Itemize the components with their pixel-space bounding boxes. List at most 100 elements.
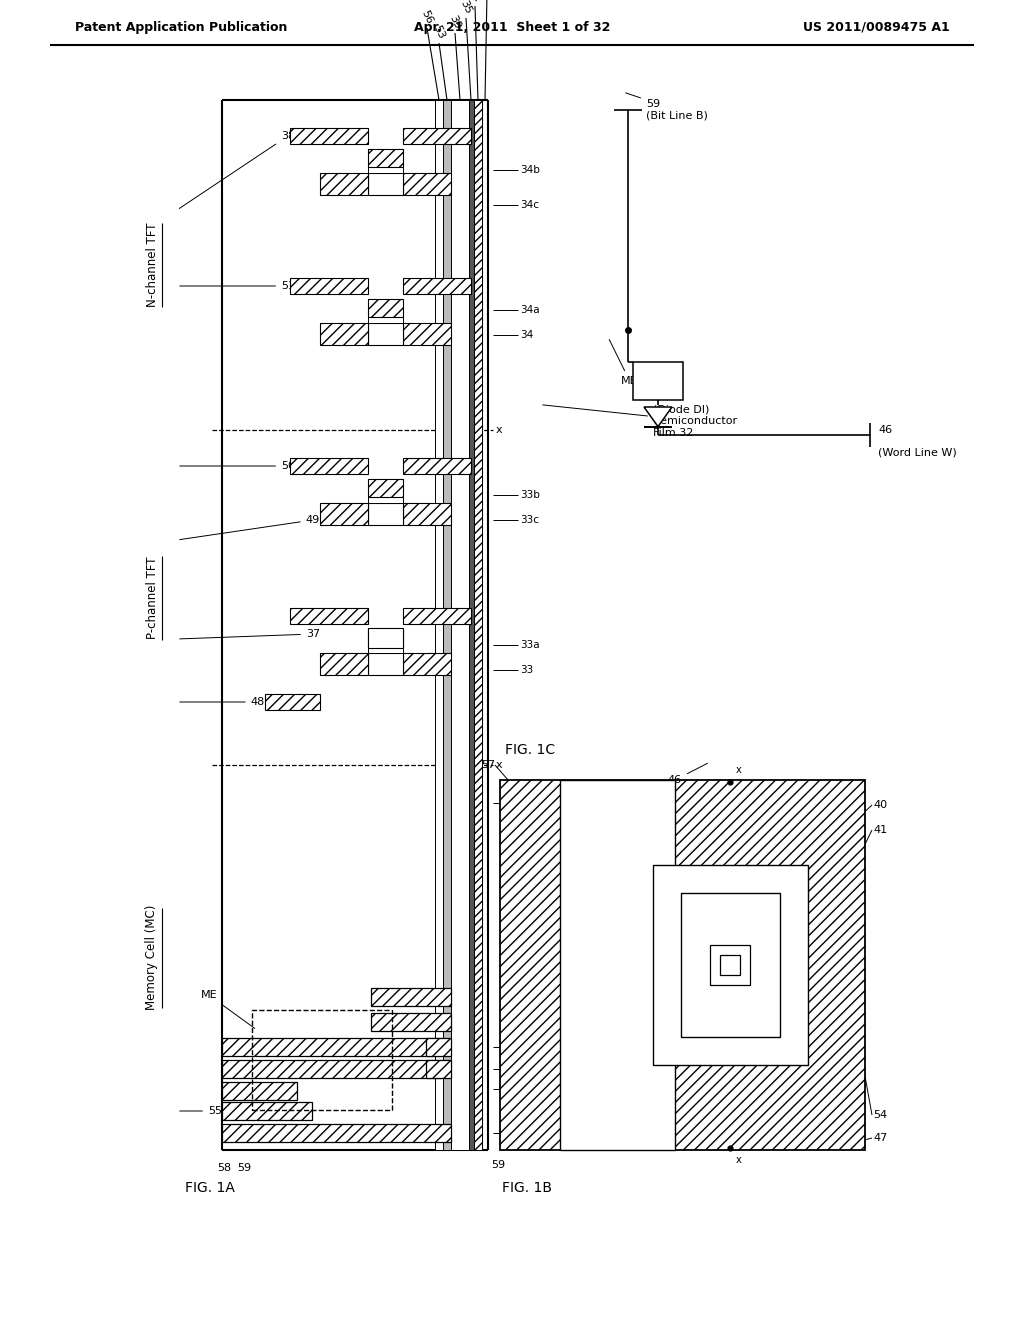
Bar [222,1102,312,1119]
Bar [371,1012,451,1031]
Text: 59: 59 [490,1160,505,1170]
Text: 33: 33 [520,665,534,675]
Bar [290,128,368,144]
Bar [368,479,403,498]
Bar [403,503,451,525]
Bar [403,128,471,144]
Bar [368,498,403,503]
Text: 33c: 33c [520,515,539,525]
Bar [403,458,471,474]
Bar [265,694,319,710]
Bar [560,780,675,1150]
Text: 48: 48 [180,697,265,708]
Bar [222,1060,441,1078]
Text: 53: 53 [431,24,446,41]
Text: (Word Line W): (Word Line W) [878,447,956,458]
Bar [368,647,403,653]
Bar [435,100,443,1150]
Text: Memory Cell (MC): Memory Cell (MC) [145,904,159,1010]
Bar [403,653,451,675]
Text: FIG. 1A: FIG. 1A [185,1181,234,1195]
Bar [222,1038,441,1056]
Bar [403,279,471,294]
Text: 34b: 34b [520,165,540,176]
Text: 34c: 34c [520,201,539,210]
Text: 41: 41 [873,825,887,836]
Bar [633,362,683,400]
Text: 56: 56 [420,9,434,26]
Bar [290,609,368,624]
Text: 51: 51 [180,281,295,290]
Text: 50: 50 [180,461,295,471]
Text: x: x [496,425,503,436]
Bar [474,100,482,1150]
Bar [710,945,750,985]
Bar [252,1010,392,1110]
Text: x: x [736,766,741,775]
Text: 35: 35 [459,0,473,16]
Text: US 2011/0089475 A1: US 2011/0089475 A1 [803,21,950,33]
Bar [319,173,368,195]
Text: 33b: 33b [520,490,540,500]
Text: x: x [736,1155,741,1166]
Text: 31: 31 [468,0,482,4]
Text: 32: 32 [520,1084,534,1094]
Bar [371,987,451,1006]
Text: FIG. 1C: FIG. 1C [505,743,555,756]
Bar [222,1125,451,1142]
Text: 46: 46 [520,799,534,808]
Bar [426,1060,451,1078]
Text: Apr. 21, 2011  Sheet 1 of 32: Apr. 21, 2011 Sheet 1 of 32 [414,21,610,33]
Bar [368,653,403,675]
Bar [319,653,368,675]
Bar [368,149,403,168]
Text: 59
(Bit Line B): 59 (Bit Line B) [626,92,708,121]
Text: 40: 40 [873,800,887,810]
Bar [403,609,471,624]
Text: N-channel TFT: N-channel TFT [145,223,159,308]
Bar [368,628,403,648]
Text: 33a: 33a [520,640,540,649]
Bar [319,503,368,525]
Bar [290,279,368,294]
Text: ME: ME [649,376,667,385]
Text: 37: 37 [180,630,319,639]
Bar [319,323,368,345]
Text: 32p: 32p [520,1041,540,1052]
Text: 59: 59 [237,1163,251,1173]
Bar [443,100,451,1150]
Text: P-channel TFT: P-channel TFT [145,556,159,639]
Text: 38: 38 [179,131,295,209]
Text: 34: 34 [520,330,534,341]
Text: 32n: 32n [520,1064,540,1074]
Bar [720,954,740,975]
Text: 46: 46 [878,425,892,434]
Bar [368,630,403,647]
Bar [368,168,403,173]
Bar [500,780,865,1150]
Bar [426,1038,451,1056]
Text: x: x [496,760,503,770]
Text: 47: 47 [873,1133,887,1143]
Text: 54: 54 [873,1110,887,1119]
Bar [469,100,474,1150]
Text: ME: ME [609,339,638,385]
Text: 57: 57 [481,760,495,770]
Text: Patent Application Publication: Patent Application Publication [75,21,288,33]
Bar [368,503,403,525]
Text: 46: 46 [668,763,708,785]
Bar [681,894,780,1038]
Text: 39: 39 [447,15,463,30]
Text: 55: 55 [180,1106,222,1115]
Text: 58: 58 [217,1163,231,1173]
Text: (Diode DI)
Semiconductor
Film 32: (Diode DI) Semiconductor Film 32 [543,404,737,438]
Bar [368,323,403,345]
Bar [368,317,403,323]
Bar [451,100,469,1150]
Text: 34a: 34a [520,305,540,315]
Text: 49: 49 [180,515,319,540]
Bar [222,1082,297,1100]
Bar [653,865,808,1065]
Text: 47: 47 [520,1129,534,1138]
Bar [368,173,403,195]
